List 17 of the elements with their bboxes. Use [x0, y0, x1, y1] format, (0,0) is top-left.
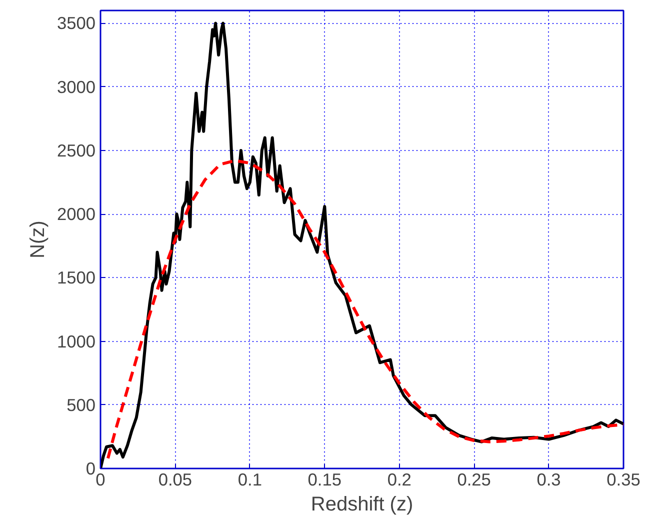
- x-tick-label: 0.35: [606, 470, 640, 490]
- x-tick-label: 0.05: [158, 470, 192, 490]
- y-tick-label: 3500: [56, 13, 96, 34]
- y-axis-title: N(z): [26, 220, 49, 258]
- x-tick-label: 0.1: [238, 470, 262, 490]
- y-tick-label: 2000: [56, 204, 96, 224]
- y-tick-label: 1500: [56, 268, 96, 288]
- x-tick-label: 0.3: [536, 470, 561, 490]
- x-tick-label: 0.25: [457, 470, 491, 490]
- y-tick-label: 1000: [56, 331, 96, 352]
- x-tick-label: 0.2: [387, 470, 412, 490]
- y-tick-label: 2500: [56, 140, 96, 160]
- line-series: [106, 159, 624, 460]
- y-tick-label: 3000: [56, 76, 96, 97]
- x-axis-title: Redshift (z): [310, 494, 414, 516]
- x-tick-label: 0.15: [308, 470, 342, 490]
- y-tick-label: 500: [66, 394, 96, 415]
